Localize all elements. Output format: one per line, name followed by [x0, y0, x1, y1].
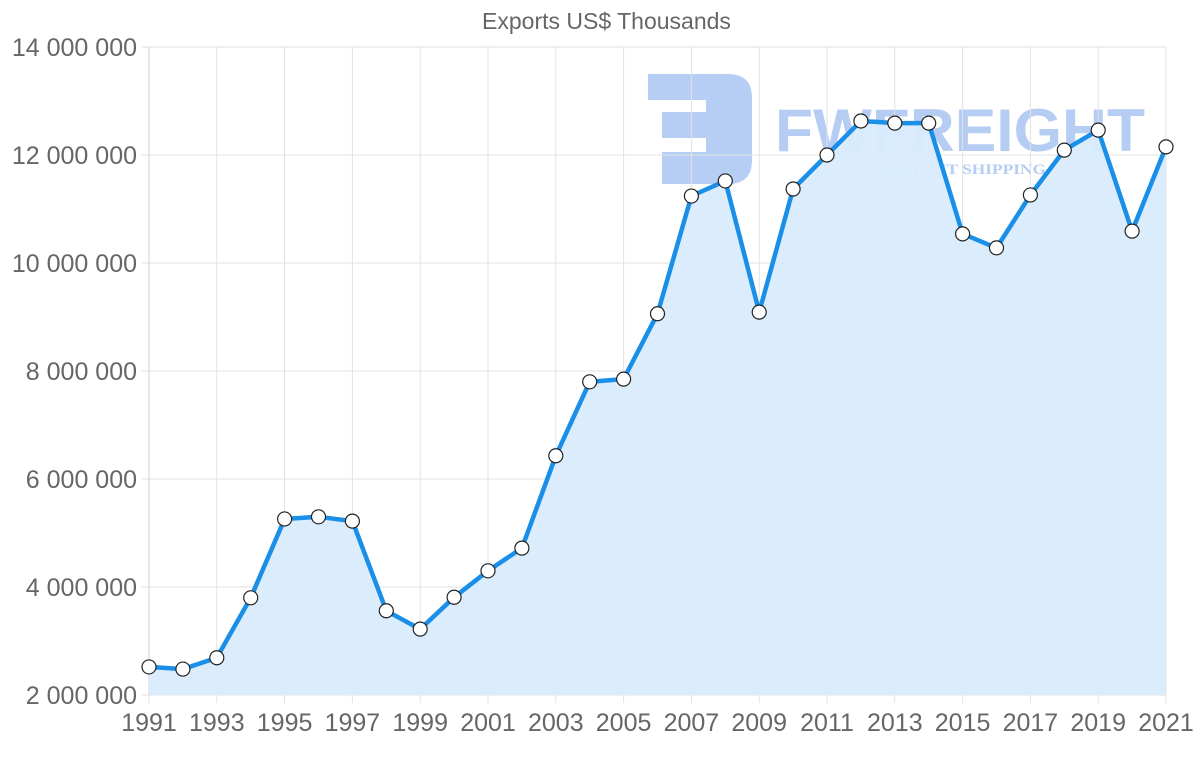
data-point-2006[interactable]: [649, 306, 666, 322]
x-tick-label: 2005: [596, 709, 652, 737]
x-tick-label: 1993: [189, 709, 245, 737]
x-tick-label: 1991: [121, 709, 177, 737]
data-point-2016[interactable]: [988, 240, 1005, 256]
data-point-2013[interactable]: [887, 115, 903, 131]
fwfreight-logo-icon: [648, 74, 752, 184]
x-tick-label: 1999: [392, 709, 448, 737]
data-point-2007[interactable]: [683, 188, 700, 204]
data-point-2001[interactable]: [480, 563, 496, 579]
data-point-1991[interactable]: [141, 659, 157, 675]
data-point-2014[interactable]: [921, 115, 937, 131]
data-point-1998[interactable]: [378, 603, 394, 619]
data-point-2005[interactable]: [615, 371, 632, 387]
data-point-2018[interactable]: [1056, 142, 1072, 158]
data-points: [141, 113, 1174, 677]
x-tick-label: 2021: [1138, 709, 1194, 737]
data-point-1995[interactable]: [277, 511, 293, 527]
data-point-1996[interactable]: [310, 509, 327, 525]
x-tick-label: 2013: [867, 709, 923, 737]
data-point-2015[interactable]: [954, 226, 971, 242]
chart-title: Exports US$ Thousands: [482, 8, 731, 34]
data-point-2010[interactable]: [785, 181, 801, 197]
x-axis: 1991 1993 1995 1997 1999 2001 2003 2005 2007 2009…: [121, 709, 1194, 737]
data-point-2004[interactable]: [582, 374, 598, 390]
data-point-1994[interactable]: [243, 590, 259, 606]
y-tick-label: 10 000 000: [12, 250, 137, 278]
y-tick-label: 4 000 000: [26, 574, 137, 602]
data-point-2017[interactable]: [1022, 187, 1039, 203]
data-point-2008[interactable]: [717, 173, 733, 189]
x-tick-label: 2011: [800, 709, 854, 737]
x-tick-label: 2009: [731, 709, 787, 737]
data-point-1993[interactable]: [209, 650, 225, 666]
data-point-2003[interactable]: [548, 448, 564, 464]
x-tick-label: 1997: [325, 709, 381, 737]
data-point-2020[interactable]: [1124, 223, 1140, 239]
data-point-2002[interactable]: [514, 540, 530, 556]
x-tick-label: 2003: [528, 709, 584, 737]
area-fill-path: [149, 121, 1166, 695]
data-point-1992[interactable]: [175, 661, 191, 677]
data-point-2019[interactable]: [1090, 122, 1106, 138]
data-point-2012[interactable]: [853, 113, 869, 129]
data-point-2000[interactable]: [446, 589, 462, 605]
y-tick-label: 8 000 000: [26, 358, 137, 386]
y-tick-label: 2 000 000: [26, 682, 137, 710]
x-tick-label: 1995: [257, 709, 313, 737]
data-point-1999[interactable]: [412, 621, 428, 637]
x-tick-label: 2019: [1070, 709, 1126, 737]
y-tick-label: 6 000 000: [26, 466, 137, 494]
x-tick-label: 2017: [1003, 709, 1059, 737]
data-point-1997[interactable]: [344, 513, 360, 529]
data-point-2011[interactable]: [819, 147, 835, 163]
x-tick-label: 2015: [935, 709, 991, 737]
y-axis: 2 000 000 4 000 000 6 000 000 8 000 000 10 0…: [12, 34, 137, 710]
y-tick-label: 12 000 000: [12, 142, 137, 170]
x-tick-label: 2007: [664, 709, 720, 737]
data-point-2021[interactable]: [1158, 139, 1174, 155]
x-tick-label: 2001: [460, 709, 516, 737]
y-tick-label: 14 000 000: [12, 34, 137, 62]
area-fill: [149, 121, 1166, 695]
data-point-2009[interactable]: [751, 304, 767, 320]
